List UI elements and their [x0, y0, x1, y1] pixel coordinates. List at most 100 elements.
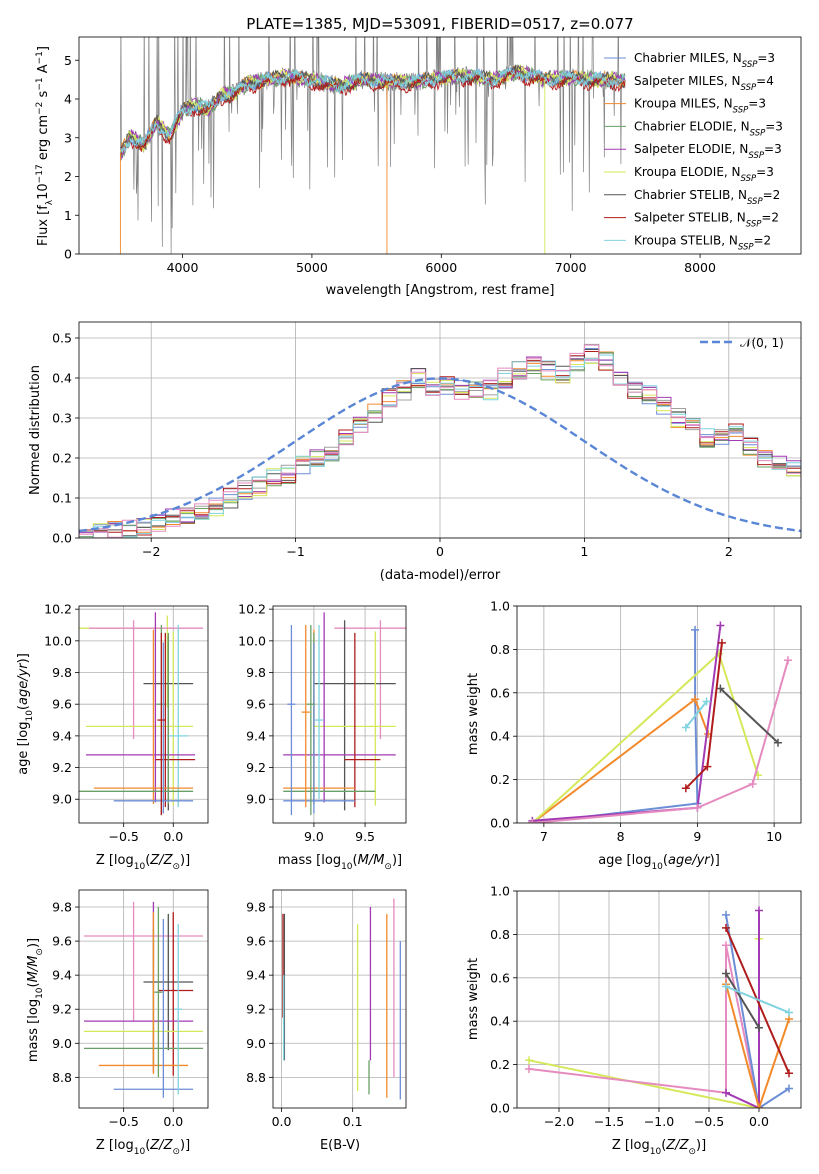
marker-plus [722, 923, 730, 932]
plot-area [79, 890, 208, 1108]
label-part: Flux [f [36, 205, 51, 246]
y-tick-label: 9.4 [246, 968, 266, 983]
x-tick-label: −2.0 [544, 1114, 574, 1129]
marker-plus [525, 1064, 533, 1073]
legend-sub: SSP [733, 106, 749, 116]
y-tick-label: 9.4 [246, 728, 266, 743]
axes-frame [516, 605, 802, 824]
y-tick-label: 0.8 [490, 927, 510, 942]
x-axis-label: (data-model)/error [380, 568, 501, 583]
y-tick-label: 0.8 [490, 642, 510, 657]
marker-plus [785, 1069, 793, 1078]
marker-plus [693, 803, 702, 812]
x-tick-label: 5000 [296, 260, 328, 275]
legend-entry: Chabrier MILES, NSSP=3 [634, 51, 775, 70]
label-part: 10 [25, 710, 35, 722]
legend-text: Kroupa STELIB, N [634, 233, 738, 247]
legend-tail: =2 [763, 188, 781, 202]
label-part: mass [log [26, 999, 41, 1062]
y-tick-label: 9.6 [246, 697, 266, 712]
x-tick-label: −1.0 [644, 1114, 674, 1129]
x-axis-label: wavelength [Angstrom, rest frame] [326, 283, 555, 298]
mass-weight-line [725, 914, 790, 1108]
x-tick-label: 0.0 [163, 829, 183, 844]
plot-area [79, 606, 208, 823]
y-tick-label: 0.6 [490, 970, 510, 985]
axes-frame [78, 321, 802, 539]
mass-weight-line [532, 629, 699, 823]
label-part: ⊙ [688, 1147, 696, 1157]
marker-plus [691, 695, 700, 704]
legend-tail: =2 [761, 211, 779, 225]
y-tick-label: 1.0 [490, 599, 510, 614]
y-tick-label: 0.1 [52, 491, 72, 506]
legend-text: Salpeter MILES, N [634, 74, 741, 88]
marker-plus [773, 738, 782, 747]
mass-weight-vs-metallicity-panel: −2.0 −1.5 −1.0 −0.5 0.0 0.0 0.2 0.4 0.6 0.8 1.0 Z [… [466, 884, 802, 1157]
legend-text: Kroupa ELODIE, N [634, 165, 741, 179]
label-part: 10 [134, 862, 146, 872]
label-part: 10 [651, 862, 663, 872]
x-tick-label: 2 [725, 544, 733, 559]
legend-entry: Chabrier STELIB, NSSP=2 [634, 188, 780, 207]
label-part: ⊙ [35, 948, 45, 956]
gaussian-curve [79, 377, 801, 533]
y-tick-label: 0.4 [490, 1014, 510, 1029]
plot-area [273, 890, 406, 1108]
y-tick-label: 9.2 [52, 760, 72, 775]
legend-sub: SSP [741, 174, 757, 184]
label-part: ⊙ [384, 862, 392, 872]
x-tick-label: 9.0 [304, 829, 324, 844]
marker-plus [755, 1023, 763, 1032]
y-axis-label: Flux [fλ10−17 erg cm−2 s−1 A−1] [35, 46, 55, 246]
observed-spectrum [120, 37, 626, 254]
y-tick-label: 8.8 [52, 1070, 72, 1085]
marker-plus [702, 697, 711, 706]
mass-vs-extinction-panel: 0.0 0.1 8.8 9.0 9.2 9.4 9.6 9.8 E(B-V) [246, 889, 407, 1153]
y-tick-label: 9.6 [52, 697, 72, 712]
y-tick-label: 0 [64, 247, 72, 262]
x-tick-label: 9.5 [355, 829, 375, 844]
label-part: ⊙ [172, 1147, 180, 1157]
y-tick-label: 9.6 [52, 934, 72, 949]
y-tick-label: 8.8 [246, 1070, 266, 1085]
mass-weight-line [725, 985, 790, 1014]
label-part: E(B-V) [320, 1138, 360, 1153]
y-tick-label: 0.0 [52, 531, 72, 546]
y-axis-label: Normed distribution [28, 365, 43, 495]
histogram-kroupa-stelib [79, 354, 801, 538]
legend-sub: SSP [748, 151, 764, 161]
y-tick-label: 0.6 [490, 685, 510, 700]
y-tick-label: 10.2 [238, 602, 266, 617]
y-tick-label: 9.0 [52, 1036, 72, 1051]
label-part: 10 [35, 987, 45, 999]
label-part: ( [661, 1138, 666, 1153]
residual-histogram-panel: −2 −1 0 1 2 0.0 0.1 0.2 0.3 0.4 0.5 𝒩(0, 1) (data-mo… [28, 321, 802, 583]
y-tick-label: 10.0 [238, 633, 266, 648]
y-tick-label: 5 [64, 53, 72, 68]
spectrum-legend: Chabrier MILES, NSSP=3 Salpeter MILES, N S… [604, 51, 783, 252]
label-part: ( [16, 705, 31, 710]
marker-plus [722, 910, 730, 919]
x-tick-label: −1.5 [594, 1114, 624, 1129]
legend-sub: SSP [738, 242, 754, 252]
y-tick-label: 9.2 [246, 760, 266, 775]
y-tick-label: 9.2 [52, 1002, 72, 1017]
label-part: −2 [35, 102, 45, 115]
legend-sub: SSP [750, 128, 766, 138]
y-tick-label: 3 [64, 130, 72, 145]
y-tick-label: 0.0 [490, 816, 510, 831]
label-part: Z [log [96, 1138, 134, 1153]
label-part: mass weight [466, 673, 481, 755]
label-part: −1 [35, 51, 45, 64]
gaussian-legend-label: 𝒩(0, 1) [740, 336, 784, 350]
label-part: M/M [358, 853, 385, 868]
axes-frame [78, 36, 802, 255]
legend-entry: Salpeter ELODIE, NSSP=3 [634, 142, 782, 161]
y-tick-label: 9.8 [52, 900, 72, 915]
x-tick-label: 0.0 [749, 1114, 769, 1129]
model-spectrum-kroupa-stelib [120, 67, 626, 153]
marker-plus [717, 638, 726, 647]
